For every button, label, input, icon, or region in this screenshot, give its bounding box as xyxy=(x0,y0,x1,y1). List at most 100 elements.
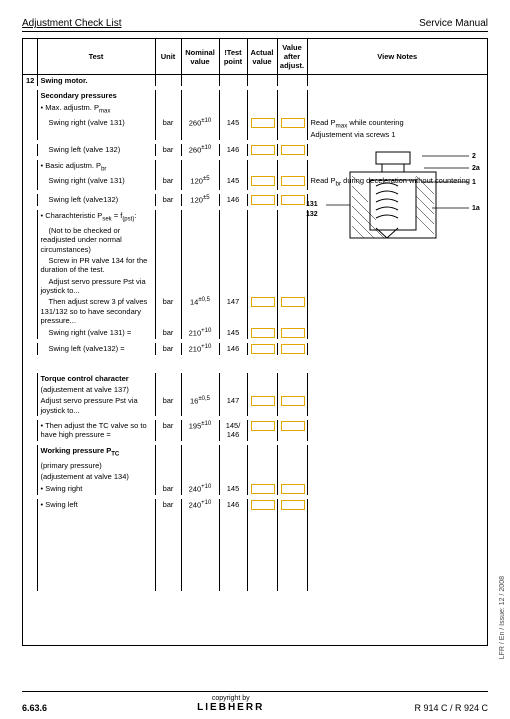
table-row: Then adjust screw 3 pf valves 131/132 so… xyxy=(23,296,487,326)
note-cell xyxy=(307,420,487,441)
svg-text:1: 1 xyxy=(472,179,476,186)
test-cell: Swing left (valve132) = xyxy=(37,343,155,355)
footer-copyright: copyright by xyxy=(212,695,250,702)
table-row: (primary pressure) xyxy=(23,460,487,471)
value-box xyxy=(281,328,305,338)
table-row: Adjust servo pressure Pst via joystick t… xyxy=(23,276,487,297)
checklist-table: Test Unit Nominal value !Test point Actu… xyxy=(23,38,487,591)
test-cell: Screw in PR valve 134 for the duration o… xyxy=(37,255,155,276)
note-cell xyxy=(307,296,487,326)
test-cell: (adjustement at valve 134) xyxy=(37,471,155,482)
note-cell xyxy=(307,460,487,471)
test-cell: Adjust servo pressure Pst via joystick t… xyxy=(37,395,155,416)
page: Adjustment Check List Service Manual Tes… xyxy=(0,0,510,719)
note-cell: Read Pmax while counteringAdjustement vi… xyxy=(307,117,487,141)
value-box xyxy=(251,176,275,186)
content-frame: Test Unit Nominal value !Test point Actu… xyxy=(22,38,488,646)
table-row xyxy=(23,511,487,591)
note-cell xyxy=(307,499,487,511)
value-box xyxy=(251,500,275,510)
note-cell xyxy=(307,255,487,276)
footer-model: R 914 C / R 924 C xyxy=(414,703,488,713)
table-row: Adjust servo pressure Pst via joystick t… xyxy=(23,395,487,416)
page-footer: 6.63.6 copyright by LIEBHERR R 914 C / R… xyxy=(22,691,488,713)
table-row: • Swing leftbar240+10146 xyxy=(23,499,487,511)
value-box xyxy=(251,421,275,431)
note-cell xyxy=(307,373,487,384)
test-cell: Torque control character xyxy=(37,373,155,384)
test-cell: • Swing right xyxy=(37,483,155,495)
test-cell: (primary pressure) xyxy=(37,460,155,471)
value-box xyxy=(281,344,305,354)
footer-logo: LIEBHERR xyxy=(197,702,264,713)
table-row: Secondary pressures xyxy=(23,90,487,101)
note-cell xyxy=(307,102,487,117)
value-box xyxy=(281,195,305,205)
value-box xyxy=(251,145,275,155)
table-row: Swing right (valve 131)bar260±10145Read … xyxy=(23,117,487,141)
note-cell xyxy=(307,471,487,482)
test-cell: • Charachteristic Psek = f(pst): xyxy=(37,210,155,225)
value-box xyxy=(281,500,305,510)
side-issue-text: LFR / En / Issue: 12 / 2008 xyxy=(499,576,506,659)
note-cell xyxy=(307,445,487,460)
value-box xyxy=(251,396,275,406)
value-box xyxy=(251,344,275,354)
value-box xyxy=(281,176,305,186)
value-box xyxy=(281,145,305,155)
th-point: !Test point xyxy=(219,39,247,75)
table-header-row: Test Unit Nominal value !Test point Actu… xyxy=(23,39,487,75)
value-box xyxy=(281,421,305,431)
test-cell: (adjustement at valve 137) xyxy=(37,384,155,395)
table-row: Screw in PR valve 134 for the duration o… xyxy=(23,255,487,276)
th-num xyxy=(23,39,37,75)
table-row: • Charachteristic Psek = f(pst): 22a11a13… xyxy=(23,210,487,225)
test-cell: • Then adjust the TC valve so to have hi… xyxy=(37,420,155,441)
svg-text:132: 132 xyxy=(306,211,318,218)
table-body: 12Swing motor. Secondary pressures• Max. … xyxy=(23,75,487,591)
svg-text:1a: 1a xyxy=(472,205,480,212)
table-row xyxy=(23,355,487,373)
note-cell xyxy=(307,276,487,297)
test-cell: Swing right (valve 131) xyxy=(37,117,155,141)
header-right: Service Manual xyxy=(419,18,488,29)
note-cell xyxy=(307,343,487,355)
table-row: (adjustement at valve 137) xyxy=(23,384,487,395)
th-test: Test xyxy=(37,39,155,75)
table-row: • Swing rightbar240+10145 xyxy=(23,483,487,495)
value-box xyxy=(281,297,305,307)
value-box xyxy=(251,484,275,494)
value-box xyxy=(251,118,275,128)
test-cell: Working pressure PTC xyxy=(37,445,155,460)
note-cell xyxy=(307,327,487,339)
value-box xyxy=(251,195,275,205)
footer-mid: copyright by LIEBHERR xyxy=(47,695,414,713)
note-cell xyxy=(307,483,487,495)
note-cell xyxy=(307,384,487,395)
value-box xyxy=(281,118,305,128)
table-row: Swing right (valve 131) =bar210+10145 xyxy=(23,327,487,339)
test-cell: • Max. adjustm. Pmax xyxy=(37,102,155,117)
value-box xyxy=(281,396,305,406)
test-cell: • Swing left xyxy=(37,499,155,511)
test-cell: Adjust servo pressure Pst via joystick t… xyxy=(37,276,155,297)
table-row: 12Swing motor. xyxy=(23,75,487,87)
svg-text:2: 2 xyxy=(472,153,476,160)
header-left: Adjustment Check List xyxy=(22,18,122,29)
test-cell: Secondary pressures xyxy=(37,90,155,101)
th-nominal: Nominal value xyxy=(181,39,219,75)
value-box xyxy=(281,484,305,494)
footer-page-num: 6.63.6 xyxy=(22,703,47,713)
valve-cross-section-diagram: 22a11a131132 xyxy=(304,150,484,250)
note-cell xyxy=(307,90,487,101)
table-row: (adjustement at valve 134) xyxy=(23,471,487,482)
table-row: Torque control character xyxy=(23,373,487,384)
test-cell: Swing left (valve132) xyxy=(37,194,155,206)
th-actual: Actual value xyxy=(247,39,277,75)
test-cell: Then adjust screw 3 pf valves 131/132 so… xyxy=(37,296,155,326)
note-cell: 22a11a131132 xyxy=(307,210,487,225)
note-cell xyxy=(307,395,487,416)
test-cell: • Basic adjustm. Pbr xyxy=(37,160,155,175)
table-row: • Max. adjustm. Pmax xyxy=(23,102,487,117)
test-cell: Swing right (valve 131) = xyxy=(37,327,155,339)
